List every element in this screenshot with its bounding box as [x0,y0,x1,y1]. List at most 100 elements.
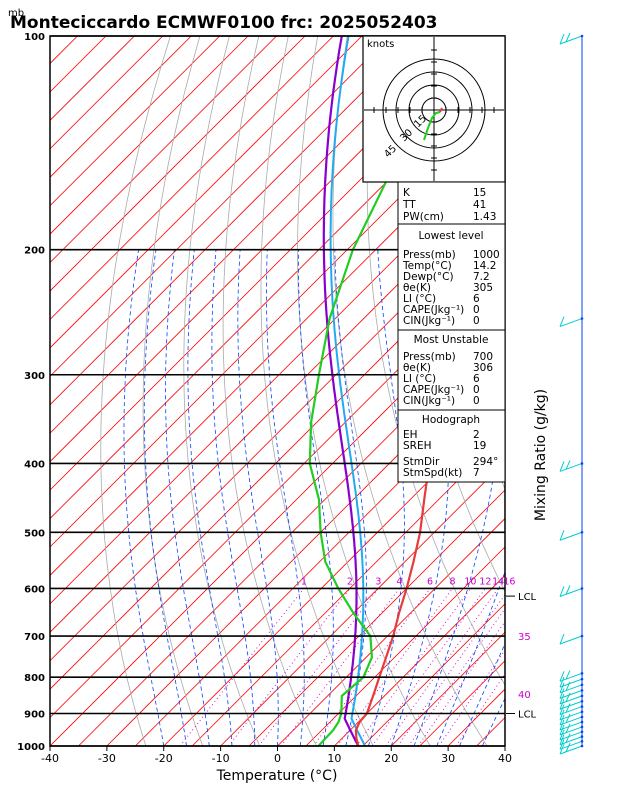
row-name: Dewp(°C) [403,271,454,283]
x-tick-label: 20 [384,752,398,765]
wind-barb-flag [565,32,571,43]
hodograph-panel: Hodograph EH 2 SREH 19 StmDir 294° StmSp… [397,409,506,483]
wind-barb-dot [580,317,584,320]
moist-adiabat-line [187,249,233,746]
index-value: 15 [473,187,486,199]
pressure-tick-label: 600 [24,584,45,595]
mixing-ratio-label: 10 [464,576,476,587]
pressure-tick-label: 1000 [17,742,45,753]
wind-barb-dot [580,634,584,638]
dry-adiabat-line [553,36,618,746]
hodograph-trace-top [439,107,443,113]
side-level-markers: LCL 35 40 LCL [506,592,537,721]
wind-barb-flag [559,530,565,541]
pressure-tick-label: 200 [24,246,45,257]
index-value: 1.43 [473,211,496,223]
wind-barb-dot [580,735,584,738]
moist-adiabat-line [504,745,505,746]
wind-barb-flag [559,714,565,726]
wind-barb-flag [559,461,565,472]
hodograph-table-header: Hodograph [422,414,480,426]
row-name: Temp(°C) [402,260,452,272]
wind-barb-flag [559,719,565,731]
wind-barb [559,726,583,736]
isotherm-line [163,404,505,746]
wind-barb-dot [580,699,584,703]
mixing-ratio-line [455,673,505,746]
wind-barb-flag [565,703,571,713]
row-name: CIN(Jkg⁻¹) [403,315,455,327]
wind-barb [559,689,583,699]
row-value: 700 [473,351,493,363]
mixing-ratio-label: 2 [347,576,353,587]
x-tick-label: -40 [41,752,59,765]
hodograph-table-box [397,409,506,483]
pressure-tick-labels: 1000 900 800 700 600 500 400 300 200 100 [17,32,45,753]
row-name: EH [403,429,418,441]
index-name: TT [402,199,416,211]
wind-barb [559,684,583,694]
chart-title: Monteciccardo ECMWF0100 frc: 2025052403 [10,13,438,33]
mixing-ratio-line [179,588,305,746]
isotherm-line [50,36,363,349]
wind-barb [559,678,583,688]
wind-barb-dot [580,725,584,729]
isotherm-line [50,36,334,321]
isotherm-line [334,574,505,746]
isotherm-line [191,432,505,746]
wind-barb-dot [580,715,584,719]
row-value: 306 [473,362,493,374]
most-unstable-panel: Most Unstable Press(mb) 700 θe(K) 306 LI… [397,329,506,411]
row-value: 1000 [473,249,500,261]
wind-barb-flag [559,316,565,327]
wind-barb-flag [559,729,565,740]
wind-barb-flag [565,742,571,753]
row-value: 305 [473,282,493,294]
row-name: StmSpd(kt) [403,467,462,479]
wind-barb-dot [580,694,584,698]
wind-barb-dot [580,530,584,534]
mixing-ratio-line [385,588,499,746]
wind-barb-dot [580,744,584,748]
row-value: 0 [473,304,480,316]
wind-barb [559,700,583,710]
mixing-ratio-label: 12 [479,576,491,587]
isotherm-line [50,176,505,633]
index-value: 41 [473,199,486,211]
isotherm-line [50,36,306,292]
pressure-tick-label: 800 [24,673,45,684]
isotherm-line [220,461,505,746]
wind-barb-flag [559,699,565,710]
index-name: PW(cm) [403,211,444,223]
level-label: 35 [518,632,531,643]
row-name: Press(mb) [403,351,456,363]
moist-adiabat-line [165,249,210,746]
wind-barb-flag [565,460,571,470]
row-value: 0 [473,384,480,396]
wind-barb [559,706,583,716]
moist-adiabat-line [298,249,334,746]
isotherm-line [50,261,505,719]
wind-barb-dot [580,740,584,743]
x-tick-label: -10 [212,752,230,765]
isotherm-line [50,36,476,463]
wind-barb-dot [580,705,584,708]
wind-barb-dot [580,683,584,687]
isotherm-line [50,36,192,178]
wind-barb-flag [559,734,565,745]
wind-barb-dot [580,730,584,734]
wind-barb-flag [559,709,565,720]
mixing-ratio-label: 8 [449,576,455,587]
wind-barb [559,531,583,541]
pressure-tick-label: 700 [24,632,45,643]
wind-barb-flag [559,704,565,715]
moist-adiabat-line [237,249,279,746]
dry-adiabat-line [222,36,317,746]
x-tick-label: 30 [441,752,455,765]
mixing-ratio-line [397,593,505,746]
mixing-ratio-label: 14 [492,576,504,587]
dry-adiabat-line [142,36,204,746]
x-tick-label: 0 [274,752,281,765]
row-name: CAPE(Jkg⁻¹) [403,304,464,316]
